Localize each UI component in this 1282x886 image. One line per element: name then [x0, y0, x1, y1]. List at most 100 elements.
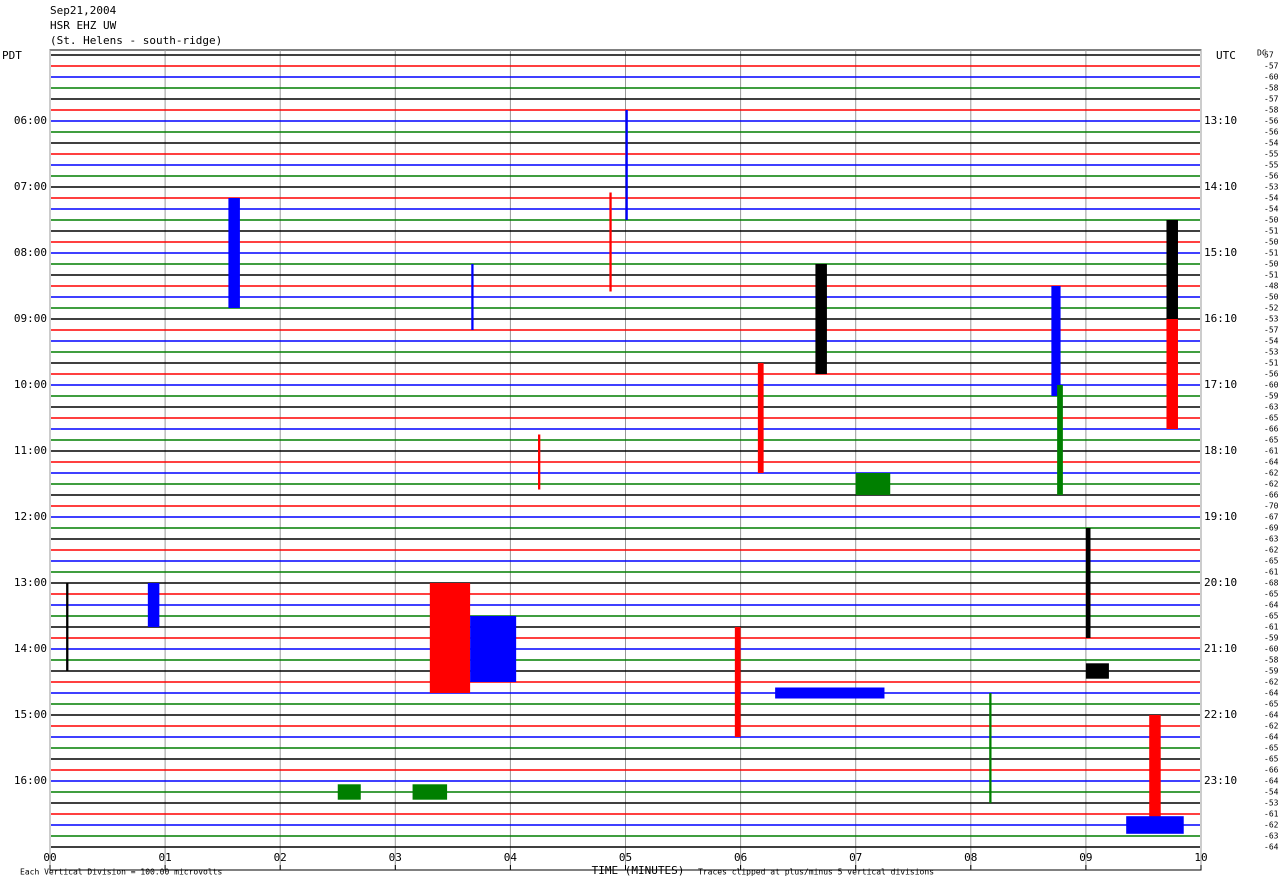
seismic-event: [147, 583, 160, 627]
pdt-label: 14:00: [14, 642, 47, 655]
right-zone: UTC: [1216, 49, 1236, 62]
dc-value: -65: [1264, 414, 1279, 423]
clip-note: Traces clipped at plus/minus 5 vertical …: [698, 868, 934, 877]
dc-value: -53: [1264, 348, 1279, 357]
seismic-event: [625, 110, 628, 220]
seismic-event: [1166, 220, 1178, 330]
pdt-label: 08:00: [14, 246, 47, 259]
dc-value: -69: [1264, 524, 1279, 533]
dc-value: -50: [1264, 216, 1279, 225]
x-tick-label: 05: [619, 851, 632, 864]
dc-value: -53: [1264, 799, 1279, 808]
dc-value: -58: [1264, 656, 1279, 665]
dc-value: -59: [1264, 667, 1279, 676]
seismic-event: [989, 693, 992, 803]
seismic-event: [1085, 528, 1091, 638]
dc-value: -54: [1264, 337, 1279, 346]
seismic-event: [1149, 715, 1161, 825]
dc-value: -61: [1264, 623, 1279, 632]
dc-value: -65: [1264, 557, 1279, 566]
x-tick-label: 04: [504, 851, 518, 864]
dc-value: -53: [1264, 183, 1279, 192]
seismic-event: [775, 687, 885, 699]
dc-value: -57: [1264, 326, 1279, 335]
dc-value: -65: [1264, 590, 1279, 599]
dc-value: -65: [1264, 755, 1279, 764]
dc-value: -63: [1264, 403, 1279, 412]
dc-value: -64: [1264, 458, 1279, 467]
dc-value: -55: [1264, 161, 1279, 170]
utc-label: 19:10: [1204, 510, 1237, 523]
x-tick-label: 08: [964, 851, 977, 864]
dc-value: -52: [1264, 304, 1279, 313]
dc-value: -66: [1264, 766, 1279, 775]
x-tick-label: 09: [1079, 851, 1092, 864]
dc-value: -51: [1264, 271, 1279, 280]
seismic-event: [228, 198, 240, 308]
seismic-event: [471, 264, 474, 330]
dc-value: -60: [1264, 381, 1279, 390]
dc-value: -54: [1264, 194, 1279, 203]
dc-value: -62: [1264, 678, 1279, 687]
dc-value: -59: [1264, 634, 1279, 643]
utc-label: 22:10: [1204, 708, 1237, 721]
scale-note: Each Vertical Division = 100.00 microvol…: [20, 868, 222, 877]
utc-label: 18:10: [1204, 444, 1237, 457]
dc-value: -57: [1264, 62, 1279, 71]
utc-label: 16:10: [1204, 312, 1237, 325]
dc-value: 57: [1264, 51, 1274, 60]
dc-value: -64: [1264, 601, 1279, 610]
dc-value: -56: [1264, 370, 1279, 379]
dc-value: -57: [1264, 95, 1279, 104]
dc-value: -56: [1264, 117, 1279, 126]
x-tick-label: 02: [274, 851, 287, 864]
utc-label: 14:10: [1204, 180, 1237, 193]
dc-value: -63: [1264, 832, 1279, 841]
x-tick-label: 07: [849, 851, 862, 864]
seismic-event: [470, 616, 517, 682]
seismic-event: [855, 473, 891, 495]
utc-label: 15:10: [1204, 246, 1237, 259]
dc-value: -53: [1264, 315, 1279, 324]
x-tick-label: 00: [43, 851, 56, 864]
location: (St. Helens - south-ridge): [50, 34, 222, 47]
dc-value: -66: [1264, 425, 1279, 434]
dc-value: -50: [1264, 238, 1279, 247]
dc-value: -68: [1264, 579, 1279, 588]
dc-value: -60: [1264, 645, 1279, 654]
utc-label: 17:10: [1204, 378, 1237, 391]
seismic-event: [66, 583, 69, 671]
dc-value: -64: [1264, 733, 1279, 742]
dc-value: -62: [1264, 546, 1279, 555]
dc-value: -65: [1264, 436, 1279, 445]
dc-value: -62: [1264, 821, 1279, 830]
dc-value: -51: [1264, 249, 1279, 258]
dc-value: -64: [1264, 689, 1279, 698]
seismic-event: [1051, 286, 1061, 396]
dc-value: -58: [1264, 84, 1279, 93]
seismic-event: [412, 784, 448, 800]
utc-label: 23:10: [1204, 774, 1237, 787]
dc-value: -56: [1264, 128, 1279, 137]
dc-value: -61: [1264, 568, 1279, 577]
dc-value: -56: [1264, 172, 1279, 181]
pdt-label: 13:00: [14, 576, 47, 589]
dc-value: -59: [1264, 392, 1279, 401]
dc-value: -51: [1264, 359, 1279, 368]
x-tick-label: 03: [389, 851, 402, 864]
dc-header: DC: [1257, 49, 1267, 58]
utc-label: 13:10: [1204, 114, 1237, 127]
left-zone: PDT: [2, 49, 22, 62]
seismic-event: [757, 363, 764, 473]
dc-value: -70: [1264, 502, 1279, 511]
dc-value: -54: [1264, 205, 1279, 214]
dc-value: -61: [1264, 810, 1279, 819]
dc-value: -65: [1264, 700, 1279, 709]
station: HSR EHZ UW: [50, 19, 117, 32]
pdt-label: 07:00: [14, 180, 47, 193]
dc-value: -55: [1264, 150, 1279, 159]
utc-label: 20:10: [1204, 576, 1237, 589]
x-tick-label: 01: [158, 851, 171, 864]
seismic-event: [538, 434, 541, 490]
